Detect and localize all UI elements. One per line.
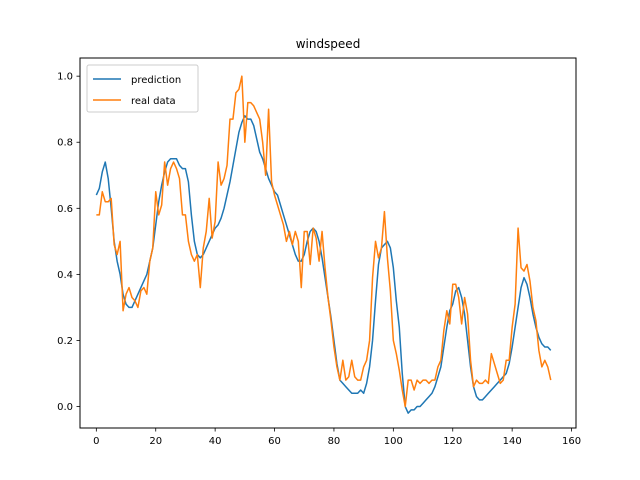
chart-title: windspeed xyxy=(296,37,361,51)
y-tick-label: 0.4 xyxy=(57,270,73,281)
axes-frame xyxy=(79,57,577,429)
x-tick-label: 160 xyxy=(562,436,581,447)
y-tick-label: 0.2 xyxy=(57,336,73,347)
y-axis: 0.0 0.2 0.4 0.6 0.8 1.0 xyxy=(57,72,80,413)
legend: prediction real data xyxy=(86,64,199,113)
x-tick-label: 100 xyxy=(384,436,403,447)
y-tick-label: 0.6 xyxy=(57,204,73,215)
series-line-1 xyxy=(96,75,552,408)
x-tick-label: 20 xyxy=(149,436,162,447)
x-tick-label: 40 xyxy=(209,436,222,447)
legend-label-1: real data xyxy=(131,96,176,107)
x-axis: 0 20 40 60 80 100 120 140 160 xyxy=(93,428,581,447)
series-line-0 xyxy=(95,115,552,414)
legend-label-0: prediction xyxy=(131,75,181,86)
x-tick-label: 140 xyxy=(503,436,522,447)
x-tick-label: 60 xyxy=(268,436,281,447)
series-layer xyxy=(95,75,552,414)
x-tick-label: 120 xyxy=(443,436,462,447)
y-tick-label: 0.0 xyxy=(57,402,73,413)
x-tick-label: 0 xyxy=(93,436,99,447)
y-tick-label: 1.0 xyxy=(57,72,73,83)
x-tick-label: 80 xyxy=(328,436,341,447)
y-tick-label: 0.8 xyxy=(57,138,73,149)
